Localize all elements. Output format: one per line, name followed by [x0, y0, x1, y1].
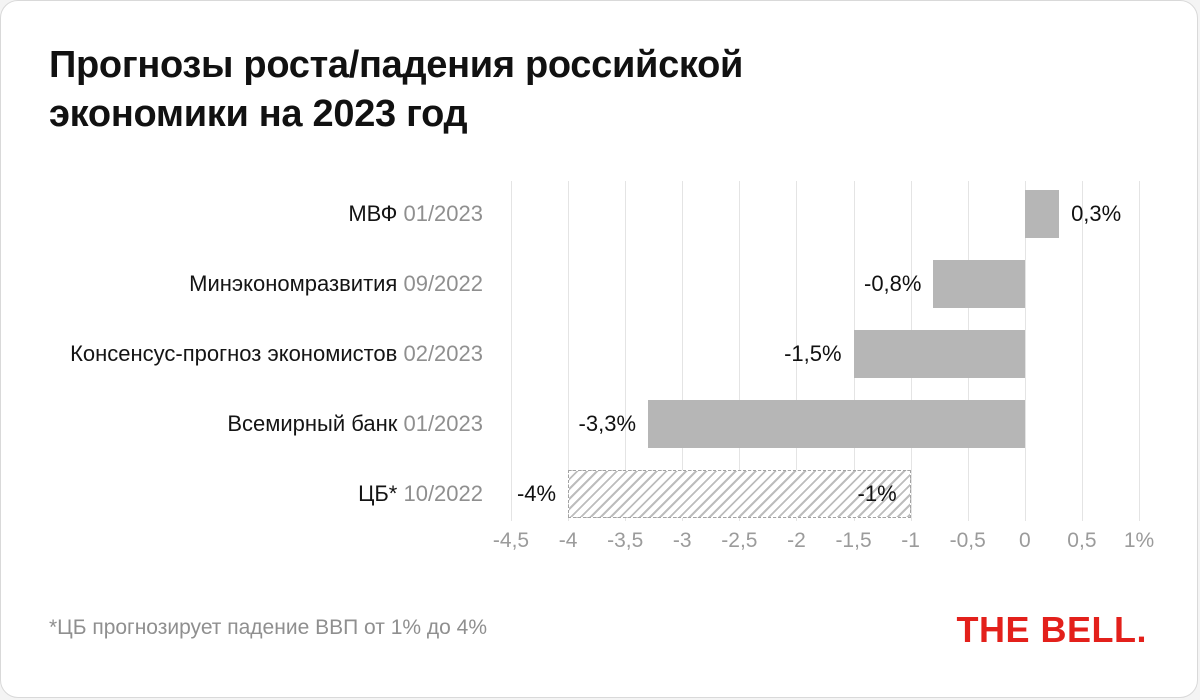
gridline [739, 181, 741, 521]
category-source: Консенсус-прогноз экономистов [70, 341, 404, 366]
gridline [568, 181, 570, 521]
x-tick-label: -4 [558, 529, 578, 552]
category-label: Всемирный банк 01/2023 [227, 411, 483, 437]
category-label: Консенсус-прогноз экономистов 02/2023 [70, 341, 483, 367]
category-date: 10/2022 [403, 481, 483, 506]
bar-chart: -4,5 -4 -3,5 -3 -2,5 -2 -1,5 -1 -0,5 0 0,5 1% МВФ 01… [1, 181, 1197, 561]
category-source: Всемирный банк [227, 411, 404, 436]
value-label: 0,3% [1071, 201, 1122, 226]
the-bell-logo: THE BELL. [956, 609, 1147, 650]
x-tick-label: -3 [672, 529, 692, 552]
x-tick-label: -2,5 [721, 529, 758, 552]
x-tick-label: -2 [787, 529, 806, 552]
gridline [511, 181, 512, 521]
gridline [1139, 181, 1140, 521]
gridline [1024, 181, 1026, 521]
bar [853, 330, 1025, 378]
value-label: -0,8% [864, 271, 922, 296]
x-tick-label: 0,5 [1067, 529, 1097, 552]
category-label: МВФ 01/2023 [348, 201, 483, 227]
chart-title-line2: экономики на 2023 год [49, 92, 468, 135]
category-source: МВФ [348, 201, 404, 226]
x-tick-label: -4,5 [492, 529, 530, 552]
chart-title-line1: Прогнозы роста/падения российской [49, 44, 744, 86]
x-tick-label: 1% [1123, 529, 1155, 552]
gridline [625, 181, 627, 521]
chart-title: Прогнозы роста/падения российской эконом… [49, 41, 949, 138]
chart-footnote: *ЦБ прогнозирует падение ВВП от 1% до 4% [49, 616, 487, 639]
value-label: -4% [516, 481, 557, 506]
bar [933, 260, 1025, 308]
x-tick-label: -0,5 [949, 529, 986, 552]
value-label-inside: -1% [857, 481, 897, 506]
category-label: Минэкономразвития 09/2022 [189, 271, 483, 297]
x-tick-label: -1 [901, 529, 920, 552]
x-tick-label: -3,5 [607, 529, 644, 552]
x-tick-label: -1,5 [835, 529, 872, 552]
category-date: 09/2022 [403, 271, 483, 296]
bar [648, 400, 1025, 448]
category-date: 01/2023 [403, 411, 483, 436]
category-source: Минэкономразвития [189, 271, 404, 296]
category-date: 02/2023 [403, 341, 483, 366]
x-tick-label: 0 [1018, 529, 1031, 552]
category-label: ЦБ* 10/2022 [358, 481, 483, 507]
value-label: -1,5% [784, 341, 842, 366]
bar [1024, 190, 1060, 238]
gridline [796, 181, 798, 521]
category-source: ЦБ* [358, 481, 404, 506]
gridline [682, 181, 684, 521]
gridline [1081, 181, 1083, 521]
category-date: 01/2023 [403, 201, 483, 226]
value-label: -3,3% [578, 411, 637, 436]
bar [568, 470, 911, 518]
